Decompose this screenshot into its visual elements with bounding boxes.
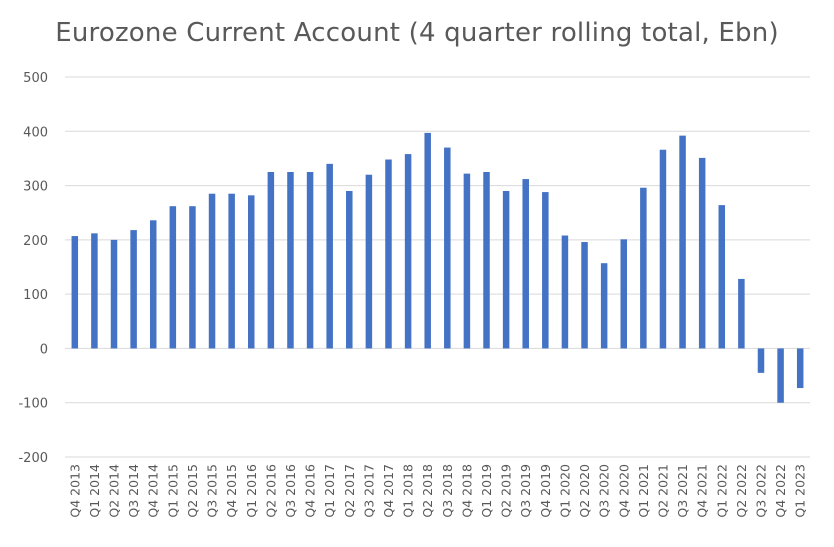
bar [365, 174, 373, 349]
x-tick-label: Q4 2015 [224, 464, 239, 518]
bar [208, 193, 216, 349]
x-tick-label: Q3 2019 [518, 464, 533, 518]
bar [385, 159, 392, 349]
x-tick-label: Q3 2020 [597, 464, 612, 518]
bar [561, 235, 569, 349]
bar [679, 135, 686, 349]
x-tick-label: Q3 2022 [753, 464, 768, 518]
bar [424, 132, 431, 349]
y-tick-label: 100 [23, 288, 48, 303]
x-tick-label: Q4 2019 [538, 464, 553, 518]
bar [130, 230, 137, 349]
y-tick-label: 300 [23, 180, 48, 195]
x-tick-label: Q2 2021 [655, 464, 670, 518]
bar [463, 173, 471, 349]
x-tick-label: Q1 2017 [322, 464, 337, 518]
y-tick-label: 500 [23, 71, 48, 86]
y-tick-label: 0 [40, 342, 48, 357]
x-tick-label: Q3 2014 [126, 464, 141, 518]
x-tick-label: Q1 2016 [244, 464, 259, 518]
x-tick-label: Q2 2014 [107, 464, 122, 518]
bar [110, 239, 118, 349]
bar [248, 195, 255, 349]
bar [189, 206, 196, 349]
x-tick-label: Q1 2019 [479, 464, 494, 518]
y-tick-label: -200 [18, 451, 48, 466]
bar [738, 278, 745, 349]
bar [287, 172, 294, 349]
bar [659, 149, 667, 349]
bar [228, 193, 235, 349]
x-tick-label: Q2 2022 [734, 464, 749, 518]
x-tick-label: Q4 2017 [381, 464, 396, 518]
bar [542, 192, 549, 349]
x-tick-label: Q3 2017 [361, 464, 376, 518]
x-tick-label: Q4 2018 [459, 464, 474, 518]
bar [149, 220, 157, 349]
x-tick-label: Q4 2016 [303, 464, 318, 518]
bar [91, 233, 98, 349]
chart-title: Eurozone Current Account (4 quarter roll… [55, 18, 779, 48]
x-tick-label: Q2 2020 [577, 464, 592, 518]
bar [698, 157, 706, 349]
x-tick-label: Q2 2018 [420, 464, 435, 518]
bar [346, 191, 353, 349]
x-tick-label: Q1 2022 [714, 464, 729, 518]
x-tick-label: Q3 2015 [205, 464, 220, 518]
bar [640, 187, 647, 349]
bar [71, 236, 79, 349]
x-tick-label: Q1 2020 [557, 464, 572, 518]
x-tick-label: Q4 2014 [146, 464, 161, 518]
bar [600, 263, 608, 349]
x-tick-label: Q1 2015 [165, 464, 180, 518]
y-tick-label: 400 [23, 125, 48, 140]
x-tick-label: Q1 2021 [636, 464, 651, 518]
bar [483, 172, 490, 349]
y-tick-label: -100 [18, 397, 48, 412]
bar [267, 172, 275, 349]
bar [581, 242, 588, 349]
bar [757, 348, 765, 373]
x-tick-label: Q4 2021 [695, 464, 710, 518]
x-tick-label: Q1 2023 [793, 464, 808, 518]
x-tick-label: Q4 2020 [616, 464, 631, 518]
x-tick-label: Q1 2018 [401, 464, 416, 518]
bar [777, 348, 784, 403]
bar [326, 163, 333, 349]
bar [620, 239, 627, 349]
x-tick-label: Q2 2016 [263, 464, 278, 518]
x-tick-label: Q4 2022 [773, 464, 788, 518]
y-tick-label: 200 [23, 234, 48, 249]
x-tick-label: Q2 2015 [185, 464, 200, 518]
x-tick-label: Q3 2021 [675, 464, 690, 518]
x-tick-label: Q4 2013 [67, 464, 82, 518]
x-tick-label: Q1 2014 [87, 464, 102, 518]
bar [718, 205, 726, 349]
bar [522, 179, 529, 349]
bar [404, 154, 412, 349]
bar [444, 147, 451, 349]
x-tick-label: Q3 2016 [283, 464, 298, 518]
bar [169, 206, 177, 349]
bar [306, 172, 314, 349]
x-tick-label: Q2 2019 [499, 464, 514, 518]
x-tick-label: Q3 2018 [440, 464, 455, 518]
x-tick-label: Q2 2017 [342, 464, 357, 518]
bar [796, 348, 804, 389]
bar [502, 191, 510, 349]
